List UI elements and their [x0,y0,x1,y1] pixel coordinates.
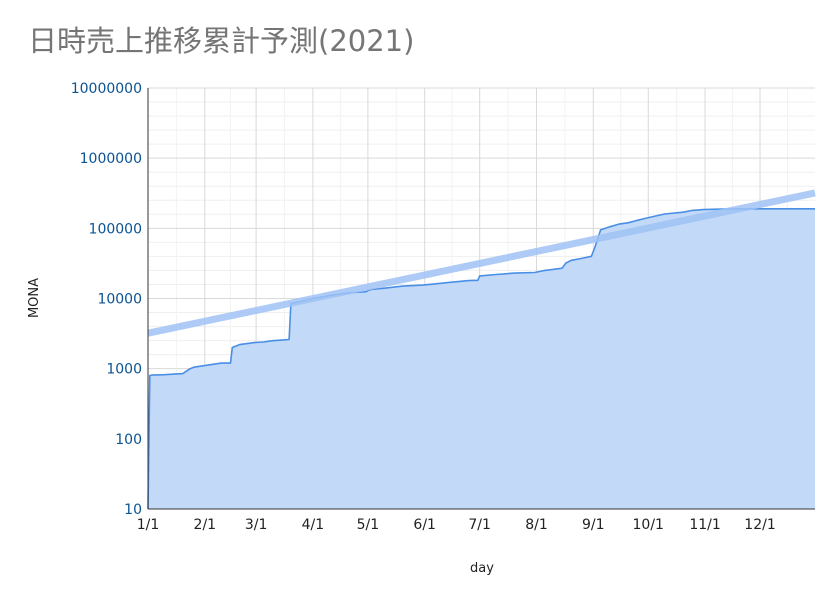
x-tick-label: 7/1 [468,517,491,533]
y-axis-label: MONA [27,278,42,318]
y-tick-label: 10000000 [71,81,142,97]
x-tick-label: 3/1 [245,517,268,533]
x-tick-label: 8/1 [525,517,548,533]
x-tick-label: 4/1 [302,517,325,533]
x-tick-label: 12/1 [744,517,775,533]
x-tick-label: 9/1 [582,517,605,533]
x-tick-label: 11/1 [689,517,720,533]
x-tick-label: 5/1 [357,517,380,533]
x-tick-label: 10/1 [633,517,664,533]
y-tick-label: 10 [124,502,142,518]
y-tick-label: 1000000 [80,151,142,167]
forecast-trendline [147,189,816,337]
x-tick-label: 6/1 [413,517,436,533]
y-tick-label: 1000 [106,362,142,378]
x-axis-label: day [470,561,494,576]
y-tick-label: 100 [115,432,142,448]
x-tick-label: 2/1 [194,517,217,533]
chart-title: 日時売上推移累計予測(2021) [28,24,415,58]
x-tick-label: 1/1 [137,517,160,533]
cumulative-sales-area [148,208,815,510]
y-tick-label: 10000 [97,292,142,308]
x-tick-labels: 1/1 2/1 3/1 4/1 5/1 6/1 7/1 8/1 9/1 10/1 11/1 12/1 [137,517,776,533]
cumulative-sales-line [147,208,815,510]
y-tick-label: 100000 [89,221,142,237]
y-tick-labels: 10 100 1000 10000 100000 1000000 10000000 [71,81,142,518]
